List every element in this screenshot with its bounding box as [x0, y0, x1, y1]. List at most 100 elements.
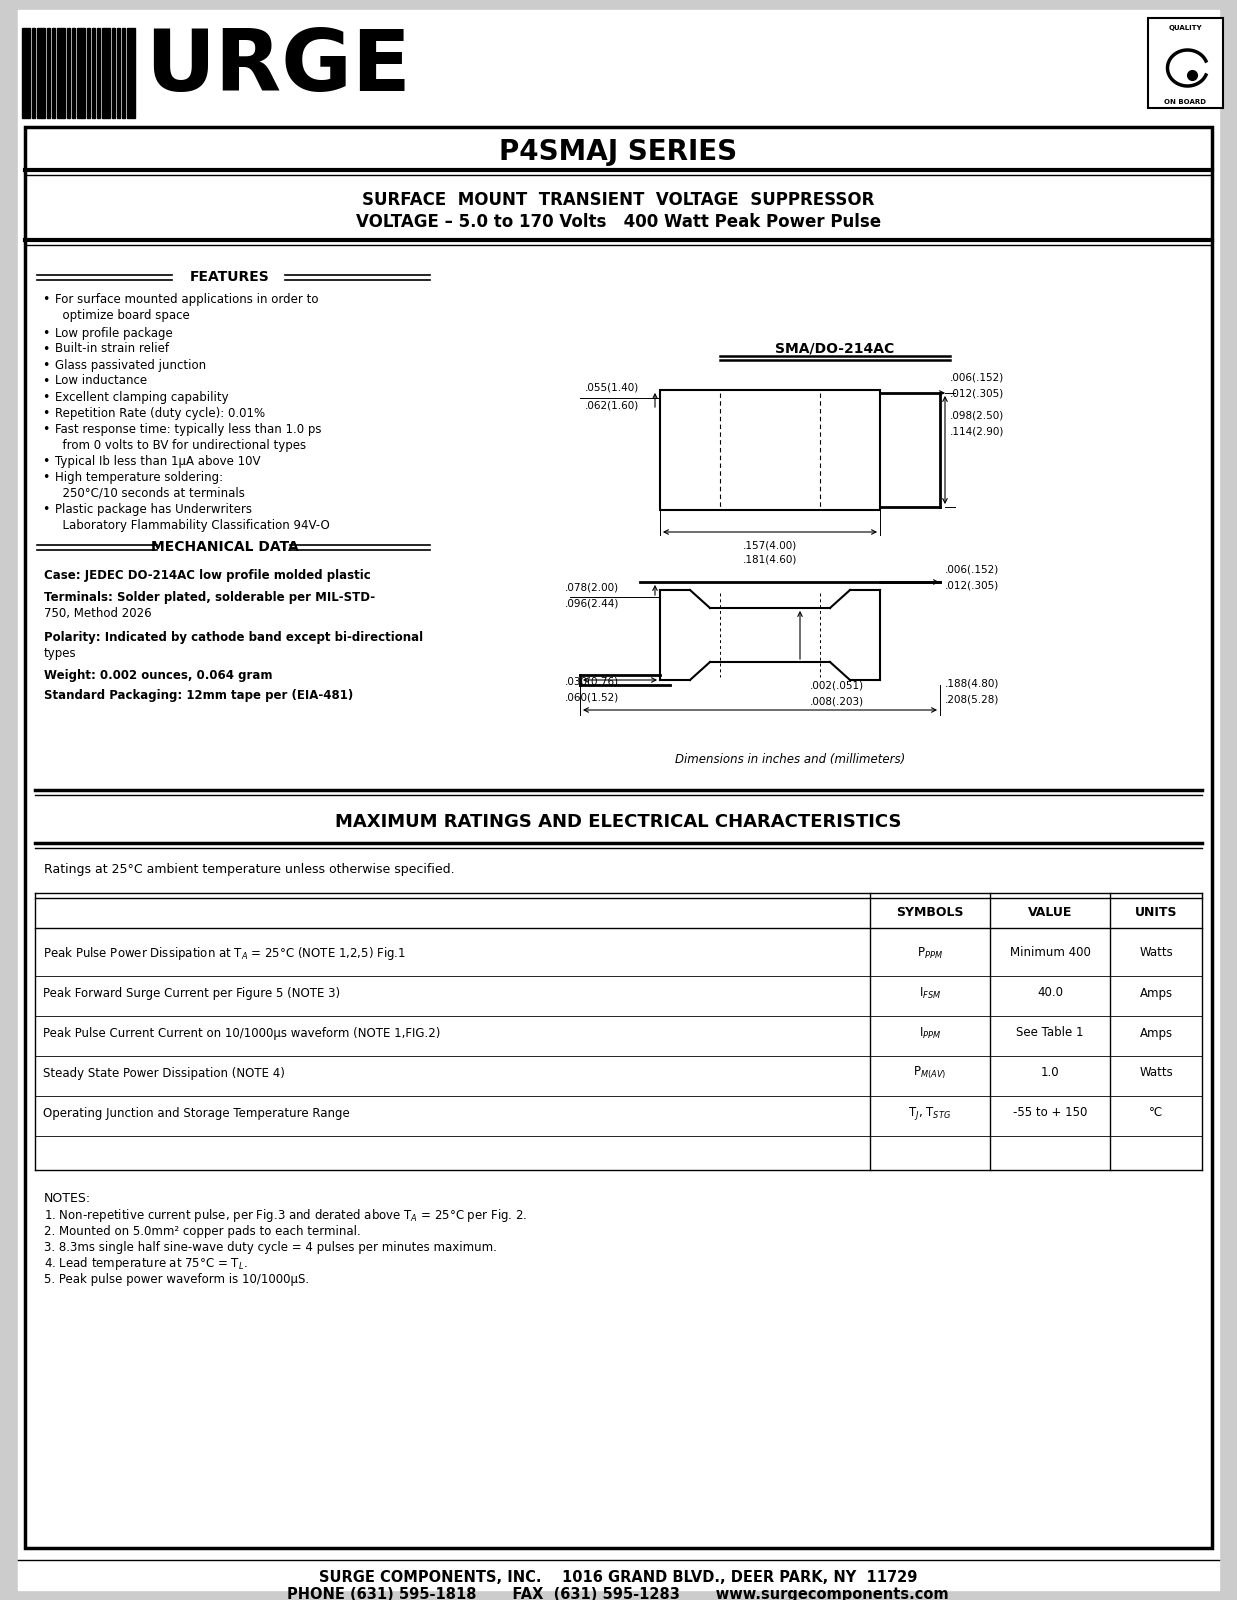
Text: types: types: [45, 648, 77, 661]
Bar: [67, 27, 71, 118]
Text: Watts: Watts: [1139, 947, 1173, 960]
Text: .055(1.40): .055(1.40): [585, 382, 640, 392]
Text: Dimensions in inches and (millimeters): Dimensions in inches and (millimeters): [675, 754, 905, 766]
Text: P4SMAJ SERIES: P4SMAJ SERIES: [500, 138, 737, 166]
Text: Peak Pulse Power Dissipation at T$_A$ = 25°C (NOTE 1,2,5) Fig.1: Peak Pulse Power Dissipation at T$_A$ = …: [43, 944, 406, 962]
Text: 4. Lead temperature at 75°C = T$_L$.: 4. Lead temperature at 75°C = T$_L$.: [45, 1256, 247, 1272]
Text: PHONE (631) 595-1818       FAX  (631) 595-1283       www.surgecomponents.com: PHONE (631) 595-1818 FAX (631) 595-1283 …: [287, 1587, 949, 1600]
Text: NOTES:: NOTES:: [45, 1192, 92, 1205]
Text: .012(.305): .012(.305): [945, 581, 999, 590]
Text: 5. Peak pulse power waveform is 10/1000μS.: 5. Peak pulse power waveform is 10/1000μ…: [45, 1274, 309, 1286]
Text: See Table 1: See Table 1: [1017, 1027, 1084, 1040]
Text: .006(.152): .006(.152): [945, 565, 999, 574]
Text: ON BOARD: ON BOARD: [1164, 99, 1206, 106]
Text: .030(0.76): .030(0.76): [565, 677, 620, 686]
Text: Operating Junction and Storage Temperature Range: Operating Junction and Storage Temperatu…: [43, 1107, 350, 1120]
Bar: [113, 27, 115, 118]
Text: Watts: Watts: [1139, 1067, 1173, 1080]
Text: •: •: [42, 502, 49, 515]
Text: Low inductance: Low inductance: [54, 374, 147, 387]
Text: Case: JEDEC DO-214AC low profile molded plastic: Case: JEDEC DO-214AC low profile molded …: [45, 568, 371, 581]
Bar: [101, 27, 110, 118]
Text: .078(2.00): .078(2.00): [565, 582, 620, 592]
Text: •: •: [42, 406, 49, 419]
Text: •: •: [42, 374, 49, 387]
Text: Terminals: Solder plated, solderable per MIL-STD-: Terminals: Solder plated, solderable per…: [45, 592, 375, 605]
Text: High temperature soldering:: High temperature soldering:: [54, 470, 223, 483]
Text: VOLTAGE – 5.0 to 170 Volts   400 Watt Peak Power Pulse: VOLTAGE – 5.0 to 170 Volts 400 Watt Peak…: [356, 213, 881, 230]
Text: .012(.305): .012(.305): [950, 389, 1004, 398]
Text: .096(2.44): .096(2.44): [565, 598, 620, 610]
Text: Amps: Amps: [1139, 1027, 1173, 1040]
Text: .060(1.52): .060(1.52): [565, 693, 620, 702]
Text: For surface mounted applications in order to: For surface mounted applications in orde…: [54, 293, 318, 307]
Text: .157(4.00): .157(4.00): [743, 541, 797, 550]
Bar: [96, 27, 100, 118]
Text: •: •: [42, 454, 49, 467]
Bar: [1148, 18, 1223, 109]
Text: URGE: URGE: [145, 27, 411, 109]
Text: MAXIMUM RATINGS AND ELECTRICAL CHARACTERISTICS: MAXIMUM RATINGS AND ELECTRICAL CHARACTER…: [335, 813, 902, 830]
Text: •: •: [42, 470, 49, 483]
Text: .008(.203): .008(.203): [810, 696, 865, 706]
Text: Laboratory Flammability Classification 94V-O: Laboratory Flammability Classification 9…: [54, 518, 330, 531]
Text: •: •: [42, 293, 49, 307]
Text: .098(2.50): .098(2.50): [950, 410, 1004, 419]
Text: .002(.051): .002(.051): [810, 680, 865, 690]
Text: MECHANICAL DATA: MECHANICAL DATA: [151, 541, 299, 554]
Text: 1.0: 1.0: [1040, 1067, 1059, 1080]
Text: I$_{PPM}$: I$_{PPM}$: [919, 1026, 941, 1040]
Text: Polarity: Indicated by cathode band except bi-directional: Polarity: Indicated by cathode band exce…: [45, 632, 423, 645]
Text: Peak Pulse Current Current on 10/1000μs waveform (NOTE 1,FIG.2): Peak Pulse Current Current on 10/1000μs …: [43, 1027, 440, 1040]
Text: -55 to + 150: -55 to + 150: [1013, 1107, 1087, 1120]
Text: SMA/DO-214AC: SMA/DO-214AC: [776, 341, 894, 355]
Bar: [32, 27, 35, 118]
Text: Glass passivated junction: Glass passivated junction: [54, 358, 207, 371]
Text: •: •: [42, 390, 49, 403]
Bar: [87, 27, 90, 118]
Text: .188(4.80): .188(4.80): [945, 678, 999, 688]
Text: I$_{FSM}$: I$_{FSM}$: [919, 986, 941, 1000]
Text: •: •: [42, 422, 49, 435]
Bar: [92, 27, 95, 118]
Text: optimize board space: optimize board space: [54, 309, 189, 323]
Bar: [52, 27, 54, 118]
Text: T$_J$, T$_{STG}$: T$_J$, T$_{STG}$: [908, 1104, 951, 1122]
Text: Low profile package: Low profile package: [54, 326, 173, 339]
Text: 250°C/10 seconds at terminals: 250°C/10 seconds at terminals: [54, 486, 245, 499]
Text: P$_{PPM}$: P$_{PPM}$: [917, 946, 943, 960]
Text: Plastic package has Underwriters: Plastic package has Underwriters: [54, 502, 252, 515]
Bar: [122, 27, 125, 118]
Text: •: •: [42, 342, 49, 355]
Text: Standard Packaging: 12mm tape per (EIA-481): Standard Packaging: 12mm tape per (EIA-4…: [45, 690, 354, 702]
Text: 2. Mounted on 5.0mm² copper pads to each terminal.: 2. Mounted on 5.0mm² copper pads to each…: [45, 1226, 361, 1238]
Text: UNITS: UNITS: [1134, 907, 1178, 920]
Text: Weight: 0.002 ounces, 0.064 gram: Weight: 0.002 ounces, 0.064 gram: [45, 669, 272, 683]
Text: QUALITY: QUALITY: [1169, 26, 1202, 30]
Text: SURFACE  MOUNT  TRANSIENT  VOLTAGE  SUPPRESSOR: SURFACE MOUNT TRANSIENT VOLTAGE SUPPRESS…: [362, 190, 875, 210]
Text: 1. Non-repetitive current pulse, per Fig.3 and derated above T$_A$ = 25°C per Fi: 1. Non-repetitive current pulse, per Fig…: [45, 1208, 527, 1224]
Text: SURGE COMPONENTS, INC.    1016 GRAND BLVD., DEER PARK, NY  11729: SURGE COMPONENTS, INC. 1016 GRAND BLVD.,…: [319, 1570, 917, 1584]
Bar: [661, 390, 880, 510]
Text: 40.0: 40.0: [1037, 987, 1063, 1000]
Bar: [118, 27, 120, 118]
Text: Built-in strain relief: Built-in strain relief: [54, 342, 169, 355]
Bar: [77, 27, 85, 118]
Text: 3. 8.3ms single half sine-wave duty cycle = 4 pulses per minutes maximum.: 3. 8.3ms single half sine-wave duty cycl…: [45, 1242, 497, 1254]
Text: 750, Method 2026: 750, Method 2026: [45, 608, 152, 621]
Bar: [37, 27, 45, 118]
Text: Amps: Amps: [1139, 987, 1173, 1000]
Text: °C: °C: [1149, 1107, 1163, 1120]
Bar: [25, 126, 1212, 1549]
Text: .062(1.60): .062(1.60): [585, 402, 640, 411]
Bar: [22, 27, 30, 118]
Text: .006(.152): .006(.152): [950, 373, 1004, 382]
Text: .114(2.90): .114(2.90): [950, 427, 1004, 437]
Bar: [47, 27, 49, 118]
Text: Peak Forward Surge Current per Figure 5 (NOTE 3): Peak Forward Surge Current per Figure 5 …: [43, 987, 340, 1000]
Text: Steady State Power Dissipation (NOTE 4): Steady State Power Dissipation (NOTE 4): [43, 1067, 285, 1080]
Bar: [72, 27, 75, 118]
Text: VALUE: VALUE: [1028, 907, 1072, 920]
Text: •: •: [42, 326, 49, 339]
Text: FEATURES: FEATURES: [190, 270, 270, 285]
